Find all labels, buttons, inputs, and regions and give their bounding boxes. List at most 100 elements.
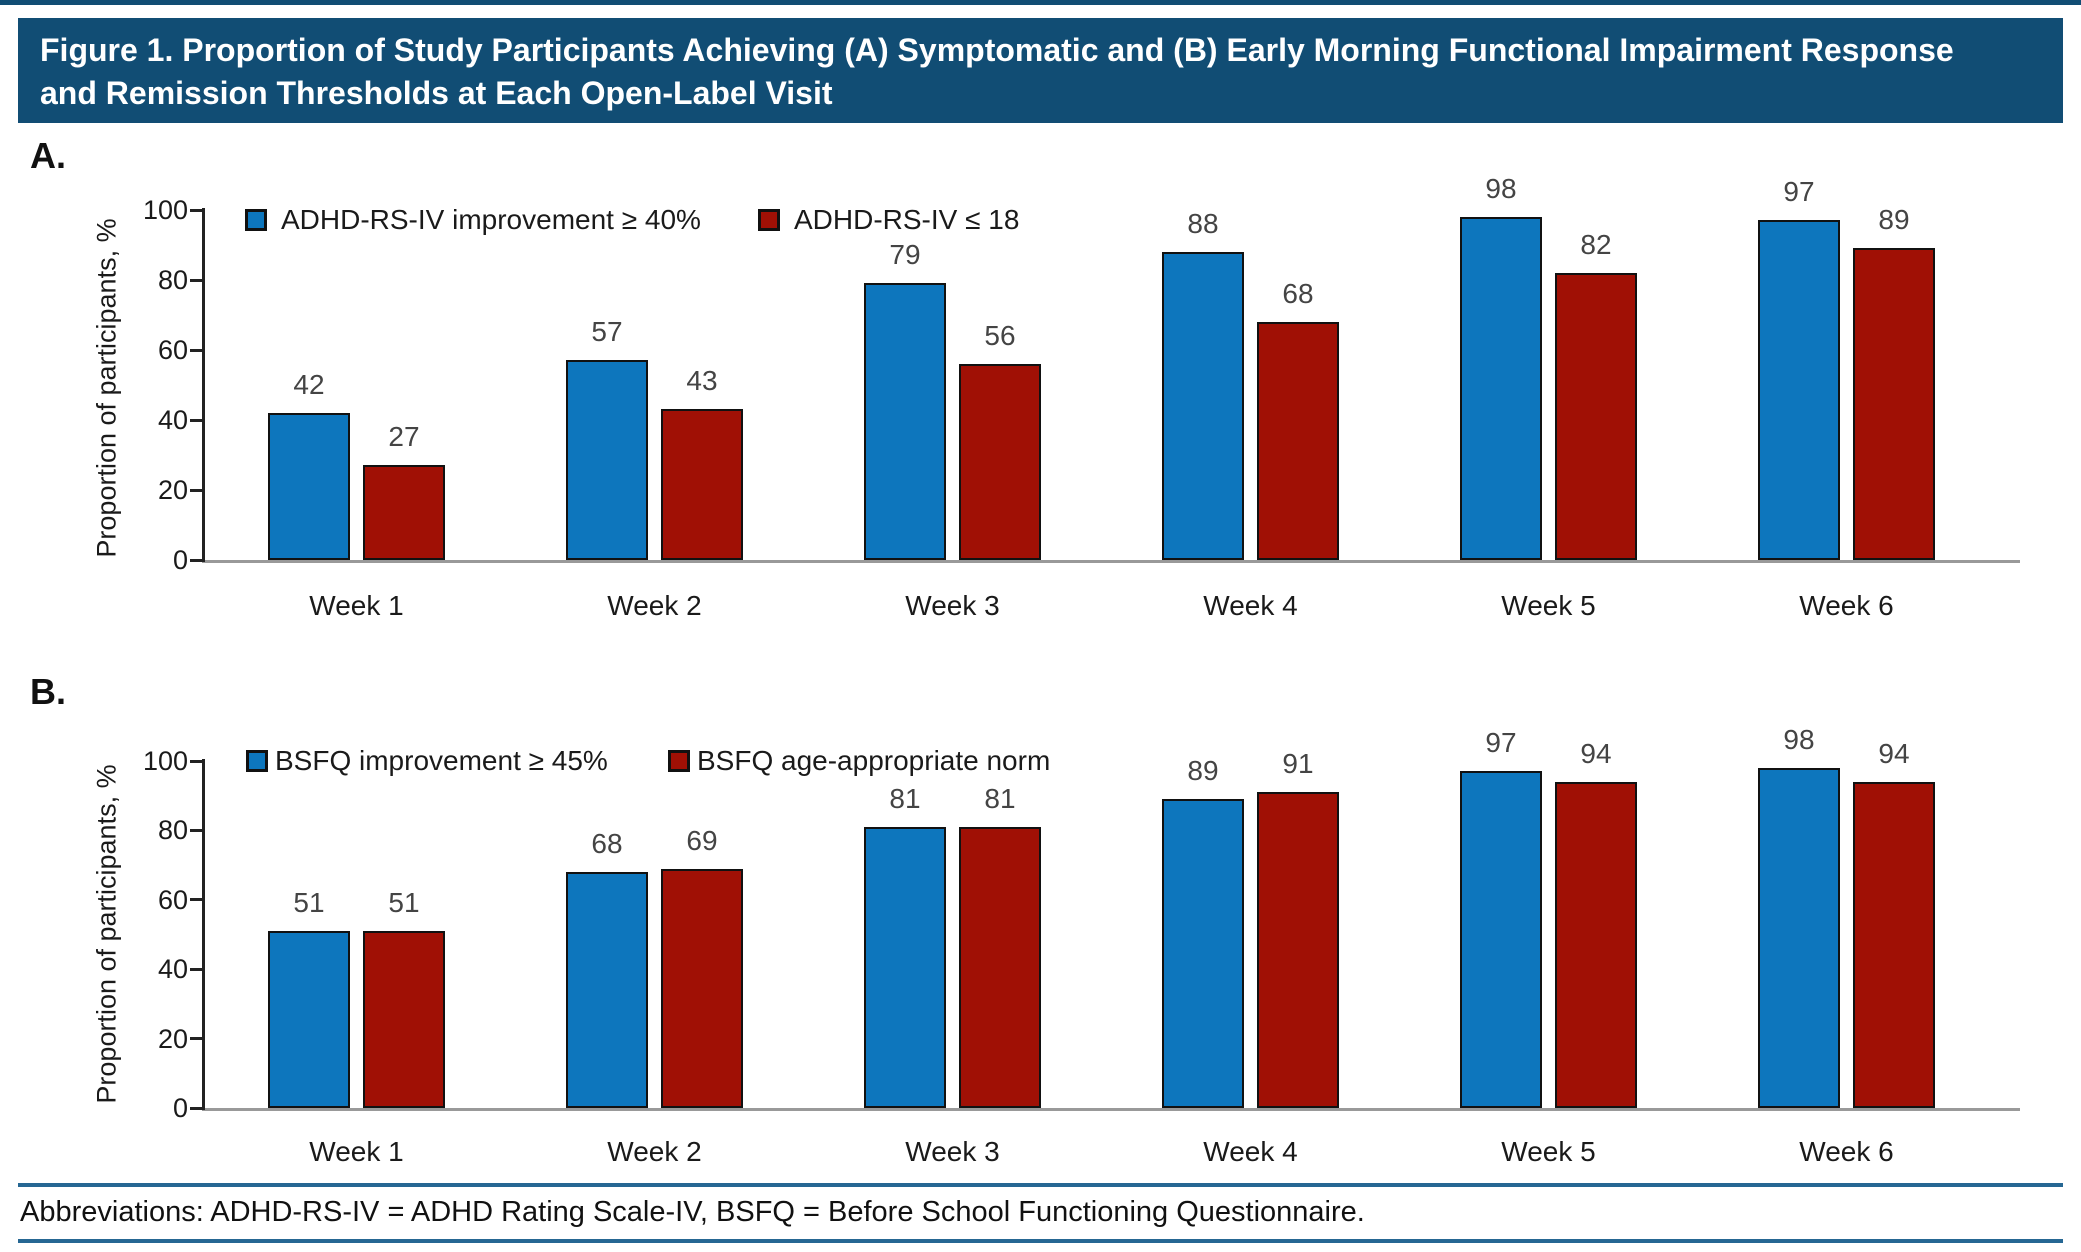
y-tick — [190, 828, 202, 832]
bar-a-week1-series1 — [268, 413, 350, 560]
chart-a-x-axis — [202, 560, 2020, 563]
legend-swatch-icon — [758, 209, 780, 231]
figure-title-bar: Figure 1. Proportion of Study Participan… — [18, 18, 2063, 123]
bar-a-week6-series2 — [1853, 248, 1935, 560]
bar-b-week2-series2 — [661, 869, 743, 1108]
footer-divider-bottom — [18, 1239, 2063, 1243]
y-tick-label: 40 — [157, 954, 188, 985]
y-tick-label: 80 — [157, 265, 188, 295]
bar-a-week2-series1 — [566, 360, 648, 560]
panel-b-label: B. — [30, 671, 66, 712]
bar-value-label: 51 — [293, 887, 325, 918]
bar-value-label: 81 — [889, 783, 921, 814]
bar-value-label: 94 — [1878, 738, 1910, 769]
y-tick-label: 0 — [172, 1093, 188, 1123]
legend-swatch-icon — [245, 209, 267, 231]
x-category-label: Week 5 — [1501, 590, 1596, 621]
bar-value-label: 68 — [591, 828, 623, 859]
bar-value-label: 57 — [591, 316, 623, 347]
chart-b-legend-item: BSFQ age-appropriate norm — [668, 744, 1050, 778]
bar-b-week3-series2 — [959, 827, 1041, 1108]
bar-b-week4-series1 — [1162, 799, 1244, 1108]
bar-a-week1-series2 — [363, 465, 445, 560]
bar-b-week2-series1 — [566, 872, 648, 1108]
bar-value-label: 42 — [293, 369, 325, 400]
chart-a-legend-item: ADHD-RS-IV ≤ 18 — [758, 203, 1019, 237]
bar-b-week3-series1 — [864, 827, 946, 1108]
y-tick — [190, 418, 202, 422]
chart-b-legend-item: BSFQ improvement ≥ 45% — [246, 744, 608, 778]
y-tick-label: 80 — [157, 815, 188, 846]
bar-b-week5-series2 — [1555, 782, 1637, 1108]
x-category-label: Week 6 — [1799, 1136, 1894, 1167]
x-category-label: Week 3 — [905, 590, 1000, 621]
bar-b-week1-series1 — [268, 931, 350, 1108]
legend-label: ADHD-RS-IV improvement ≥ 40% — [281, 204, 701, 235]
bar-a-week5-series2 — [1555, 273, 1637, 560]
y-tick — [190, 488, 202, 492]
x-category-label: Week 1 — [309, 590, 404, 621]
x-category-label: Week 2 — [607, 590, 702, 621]
bar-b-week6-series2 — [1853, 782, 1935, 1108]
y-tick-label: 20 — [157, 1023, 188, 1054]
bar-value-label: 98 — [1783, 724, 1815, 755]
bar-a-week6-series1 — [1758, 220, 1840, 560]
bar-value-label: 94 — [1580, 738, 1612, 769]
y-tick — [190, 759, 202, 763]
x-category-label: Week 4 — [1203, 590, 1298, 621]
bar-a-week3-series1 — [864, 283, 946, 560]
bar-a-week5-series1 — [1460, 217, 1542, 560]
y-tick-label: 60 — [157, 884, 188, 915]
bar-a-week4-series1 — [1162, 252, 1244, 560]
bar-b-week4-series2 — [1257, 792, 1339, 1108]
bar-value-label: 56 — [984, 320, 1016, 351]
legend-swatch-icon — [668, 750, 690, 772]
chart-b-x-axis — [202, 1108, 2020, 1111]
bar-a-week2-series2 — [661, 409, 743, 560]
bar-value-label: 97 — [1485, 727, 1517, 758]
top-border-rule — [0, 0, 2081, 5]
y-tick — [190, 967, 202, 971]
legend-label: ADHD-RS-IV ≤ 18 — [794, 204, 1020, 235]
bar-b-week6-series1 — [1758, 768, 1840, 1108]
y-tick-label: 100 — [142, 746, 188, 776]
bar-a-week4-series2 — [1257, 322, 1339, 560]
bar-value-label: 27 — [388, 421, 420, 452]
x-category-label: Week 3 — [905, 1136, 1000, 1167]
bar-b-week5-series1 — [1460, 771, 1542, 1108]
bar-value-label: 79 — [889, 239, 921, 270]
bar-value-label: 82 — [1580, 229, 1612, 260]
y-tick — [190, 208, 202, 212]
bar-value-label: 89 — [1878, 204, 1910, 235]
x-category-label: Week 1 — [309, 1136, 404, 1167]
x-category-label: Week 4 — [1203, 1136, 1298, 1167]
y-tick — [190, 1106, 202, 1110]
x-category-label: Week 6 — [1799, 590, 1894, 621]
bar-b-week1-series2 — [363, 931, 445, 1108]
bar-a-week3-series2 — [959, 364, 1041, 560]
legend-label: BSFQ age-appropriate norm — [697, 745, 1051, 776]
chart-b-y-axis — [202, 759, 205, 1110]
bar-value-label: 88 — [1187, 208, 1219, 239]
figure-title-line1: Figure 1. Proportion of Study Participan… — [40, 32, 1954, 68]
figure-title-line2: and Remission Thresholds at Each Open-La… — [40, 75, 833, 111]
panel-a-label: A. — [30, 135, 66, 176]
y-tick-label: 60 — [157, 335, 188, 365]
y-tick — [190, 278, 202, 282]
bar-value-label: 51 — [388, 887, 420, 918]
bar-value-label: 91 — [1282, 748, 1314, 779]
y-tick — [190, 558, 202, 562]
chart-a-y-axis — [202, 208, 205, 562]
y-tick-label: 0 — [172, 545, 188, 575]
legend-label: BSFQ improvement ≥ 45% — [275, 745, 608, 776]
chart-a-legend-item: ADHD-RS-IV improvement ≥ 40% — [245, 203, 701, 237]
y-tick — [190, 898, 202, 902]
bar-value-label: 69 — [686, 825, 718, 856]
bar-value-label: 98 — [1485, 173, 1517, 204]
x-category-label: Week 5 — [1501, 1136, 1596, 1167]
y-tick-label: 20 — [157, 475, 188, 505]
bar-value-label: 97 — [1783, 176, 1815, 207]
abbreviations-text: Abbreviations: ADHD-RS-IV = ADHD Rating … — [20, 1196, 1365, 1228]
y-tick — [190, 348, 202, 352]
